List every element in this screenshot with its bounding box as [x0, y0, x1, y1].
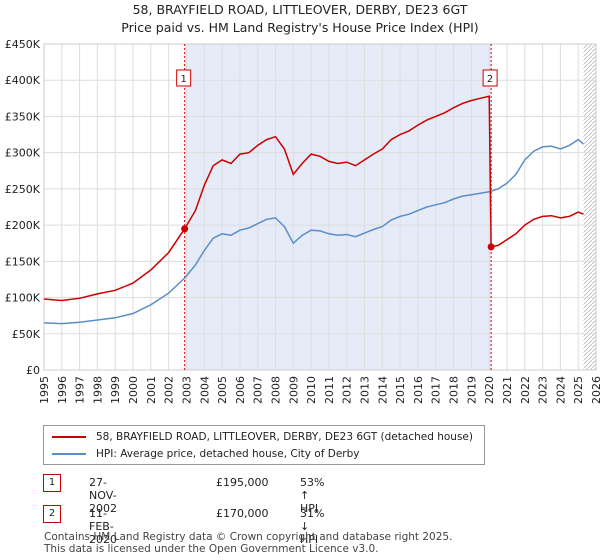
legend-label-price: 58, BRAYFIELD ROAD, LITTLEOVER, DERBY, D… [96, 431, 473, 443]
legend-swatch-price [52, 436, 86, 438]
x-tick-label: 1996 [56, 376, 69, 404]
x-tick-label: 2018 [448, 376, 461, 404]
legend-label-hpi: HPI: Average price, detached house, City… [96, 448, 360, 460]
footer-license: This data is licensed under the Open Gov… [44, 543, 379, 555]
x-tick-label: 2016 [412, 376, 425, 404]
sale-point-1 [181, 225, 189, 233]
sale-marker-label-2: 2 [487, 74, 493, 85]
y-tick-label: £250K [5, 183, 41, 196]
sale-marker-box-1 [176, 69, 192, 87]
x-tick-label: 2013 [359, 376, 372, 404]
x-tick-label: 1998 [91, 376, 104, 404]
legend: 58, BRAYFIELD ROAD, LITTLEOVER, DERBY, D… [43, 425, 485, 465]
x-tick-label: 2005 [216, 376, 229, 404]
footer-copyright: Contains HM Land Registry data © Crown c… [44, 531, 453, 543]
sale-point-2 [487, 243, 495, 251]
y-tick-label: £400K [5, 74, 41, 87]
chart-title: 58, BRAYFIELD ROAD, LITTLEOVER, DERBY, D… [132, 2, 468, 17]
y-tick-label: £200K [5, 219, 41, 232]
x-tick-label: 2000 [127, 376, 140, 404]
x-tick-label: 2012 [341, 376, 354, 404]
transaction-price-1: £195,000 [216, 476, 269, 489]
y-tick-label: £350K [5, 110, 41, 123]
x-tick-label: 1995 [38, 376, 51, 404]
x-tick-label: 2024 [554, 376, 567, 404]
x-tick-label: 2026 [590, 376, 600, 404]
x-tick-label: 2009 [287, 376, 300, 404]
transaction-hpi-2: 31% ↓ HPI [300, 507, 325, 546]
plot-frame [43, 43, 597, 371]
x-tick-label: 2010 [305, 376, 318, 404]
x-tick-label: 2019 [465, 376, 478, 404]
legend-item-hpi: HPI: Average price, detached house, City… [52, 446, 359, 462]
transaction-marker-2: 2 [43, 505, 61, 523]
y-tick-label: £50K [12, 328, 41, 341]
x-tick-label: 2015 [394, 376, 407, 404]
x-tick-label: 2004 [198, 376, 211, 404]
legend-item-price: 58, BRAYFIELD ROAD, LITTLEOVER, DERBY, D… [52, 429, 473, 445]
x-tick-label: 1999 [109, 376, 122, 404]
price-chart: £0 £50K £100K £150K £200K £250K £300K £350K £400… [5, 38, 600, 404]
x-tick-label: 2023 [537, 376, 550, 404]
x-tick-label: 2025 [572, 376, 585, 404]
transaction-date-1: 27-NOV-2002 [89, 476, 117, 515]
x-tick-label: 2011 [323, 376, 336, 404]
price-paid-line [43, 95, 584, 302]
transaction-hpi-1: 53% ↑ HPI [300, 476, 325, 515]
x-tick-label: 2021 [501, 376, 514, 404]
x-tick-label: 2020 [483, 376, 496, 404]
x-tick-label: 2022 [519, 376, 532, 404]
x-tick-label: 2003 [180, 376, 193, 404]
sale-marker-box-2 [482, 69, 498, 87]
y-tick-label: £150K [5, 255, 41, 268]
y-tick-label: £100K [5, 292, 41, 305]
x-tick-label: 2006 [234, 376, 247, 404]
x-tick-label: 2007 [252, 376, 265, 404]
x-tick-label: 2008 [269, 376, 282, 404]
x-tick-label: 2014 [376, 376, 389, 404]
chart-subtitle: Price paid vs. HM Land Registry's House … [121, 20, 479, 35]
y-tick-label: £0 [26, 364, 40, 377]
x-tick-label: 2001 [145, 376, 158, 404]
x-tick-label: 2002 [163, 376, 176, 404]
hpi-line [43, 138, 584, 325]
x-tick-label: 1997 [74, 376, 87, 404]
sale-marker-label-1: 1 [180, 74, 186, 85]
transaction-price-2: £170,000 [216, 507, 269, 520]
transaction-marker-1: 1 [43, 474, 61, 492]
projection-hatch [583, 44, 596, 370]
y-tick-label: £450K [5, 38, 41, 51]
x-tick-label: 2017 [430, 376, 443, 404]
legend-swatch-hpi [52, 453, 86, 455]
transaction-date-2: 11-FEB-2020 [89, 507, 117, 546]
y-tick-label: £300K [5, 147, 41, 160]
shaded-ownership-range [184, 44, 492, 370]
